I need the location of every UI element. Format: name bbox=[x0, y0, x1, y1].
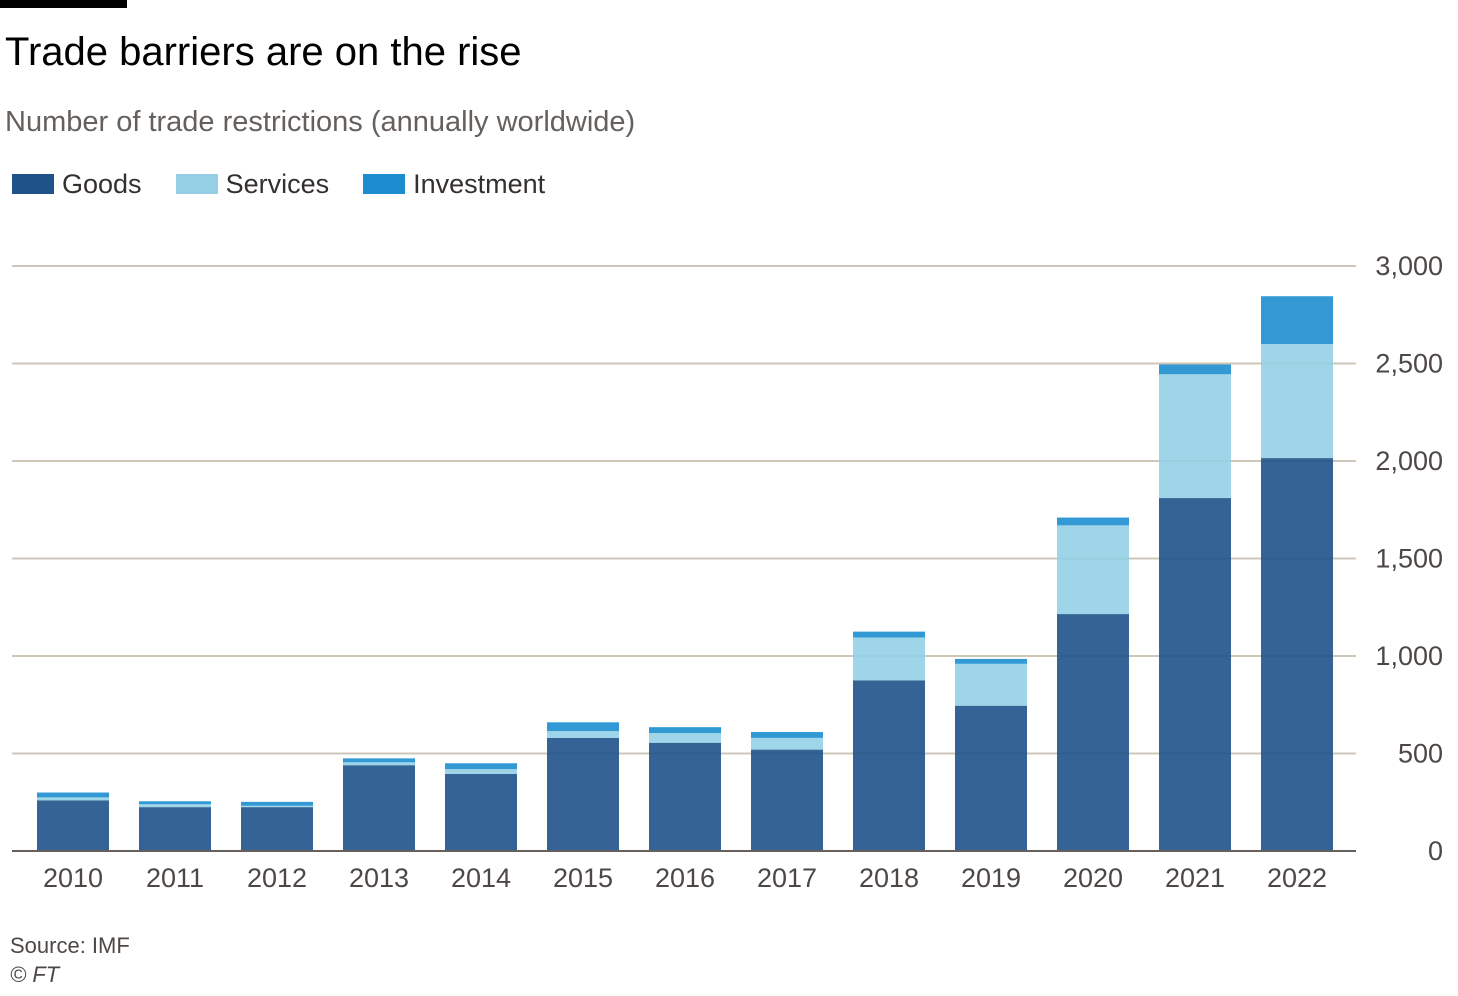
bar-investment-2018 bbox=[853, 631, 925, 638]
bar-investment-2014 bbox=[445, 763, 517, 770]
chart-title: Trade barriers are on the rise bbox=[5, 30, 522, 74]
y-tick-label-1500: 1,500 bbox=[1375, 544, 1443, 574]
bar-services-2013 bbox=[343, 762, 415, 766]
bar-goods-2022 bbox=[1261, 458, 1333, 851]
legend-label-investment: Investment bbox=[413, 168, 546, 199]
legend-swatch-services bbox=[175, 174, 218, 194]
y-tick-label-2000: 2,000 bbox=[1375, 446, 1443, 476]
bar-goods-2016 bbox=[649, 742, 721, 851]
y-tick-label-3000: 3,000 bbox=[1375, 251, 1443, 281]
bars bbox=[37, 296, 1333, 851]
bar-services-2021 bbox=[1159, 374, 1231, 499]
legend-label-services: Services bbox=[225, 168, 330, 199]
copyright-note: © FT bbox=[10, 962, 60, 987]
bar-investment-2022 bbox=[1261, 296, 1333, 344]
y-tick-label-1000: 1,000 bbox=[1375, 641, 1443, 671]
bar-investment-2015 bbox=[547, 722, 619, 732]
bar-goods-2021 bbox=[1159, 498, 1231, 851]
legend-swatch-investment bbox=[363, 174, 406, 194]
bar-services-2017 bbox=[751, 737, 823, 750]
bar-goods-2017 bbox=[751, 749, 823, 851]
x-tick-label-2013: 2013 bbox=[349, 863, 409, 893]
x-tick-label-2020: 2020 bbox=[1063, 863, 1123, 893]
x-tick-label-2019: 2019 bbox=[961, 863, 1021, 893]
bar-investment-2020 bbox=[1057, 517, 1129, 526]
legend: Goods Services Investment bbox=[12, 166, 579, 202]
bar-investment-2010 bbox=[37, 792, 109, 798]
bar-services-2010 bbox=[37, 797, 109, 801]
bar-investment-2016 bbox=[649, 727, 721, 734]
bar-services-2011 bbox=[139, 804, 211, 808]
bar-investment-2012 bbox=[241, 801, 313, 806]
axes: 0 500 1,000 1,500 2,000 2,500 3,000 2010 2011 201… bbox=[12, 251, 1443, 893]
y-tick-label-0: 0 bbox=[1428, 836, 1443, 866]
y-tick-label-2500: 2,500 bbox=[1375, 349, 1443, 379]
bar-goods-2015 bbox=[547, 737, 619, 851]
x-tick-label-2018: 2018 bbox=[859, 863, 919, 893]
legend-item-investment: Investment bbox=[363, 169, 545, 200]
bar-investment-2011 bbox=[139, 801, 211, 805]
x-tick-label-2011: 2011 bbox=[146, 863, 204, 893]
source-note: Source: IMF bbox=[10, 933, 130, 958]
gridlines bbox=[12, 265, 1356, 755]
bar-goods-2020 bbox=[1057, 614, 1129, 851]
x-tick-label-2014: 2014 bbox=[451, 863, 511, 893]
bar-goods-2013 bbox=[343, 765, 415, 851]
x-tick-label-2016: 2016 bbox=[655, 863, 715, 893]
legend-label-goods: Goods bbox=[62, 168, 142, 199]
bar-investment-2013 bbox=[343, 758, 415, 763]
chart-subtitle: Number of trade restrictions (annually w… bbox=[5, 106, 636, 138]
x-tick-label-2010: 2010 bbox=[43, 863, 103, 893]
bar-services-2022 bbox=[1261, 344, 1333, 459]
legend-item-goods: Goods bbox=[12, 169, 142, 200]
bar-goods-2019 bbox=[955, 705, 1027, 851]
bar-services-2014 bbox=[445, 769, 517, 774]
legend-item-services: Services bbox=[175, 168, 330, 200]
bar-services-2020 bbox=[1057, 525, 1129, 615]
bar-services-2019 bbox=[955, 663, 1027, 706]
bar-goods-2014 bbox=[445, 773, 517, 851]
x-tick-label-2017: 2017 bbox=[757, 863, 817, 893]
bar-goods-2011 bbox=[139, 807, 211, 851]
bar-investment-2021 bbox=[1159, 364, 1231, 375]
bar-goods-2012 bbox=[241, 807, 313, 851]
y-tick-label-500: 500 bbox=[1398, 739, 1443, 769]
bar-services-2016 bbox=[649, 733, 721, 743]
bar-services-2012 bbox=[241, 805, 313, 808]
top-accent-bar bbox=[0, 0, 127, 8]
bar-services-2018 bbox=[853, 637, 925, 681]
x-tick-label-2021: 2021 bbox=[1165, 863, 1225, 893]
x-tick-label-2012: 2012 bbox=[247, 863, 307, 893]
x-tick-label-2015: 2015 bbox=[553, 863, 613, 893]
bar-goods-2010 bbox=[37, 800, 109, 851]
legend-swatch-goods bbox=[12, 174, 54, 194]
x-tick-label-2022: 2022 bbox=[1267, 863, 1327, 893]
bar-services-2015 bbox=[547, 731, 619, 738]
bar-investment-2017 bbox=[751, 732, 823, 738]
bar-investment-2019 bbox=[955, 658, 1027, 664]
bar-goods-2018 bbox=[853, 680, 925, 851]
